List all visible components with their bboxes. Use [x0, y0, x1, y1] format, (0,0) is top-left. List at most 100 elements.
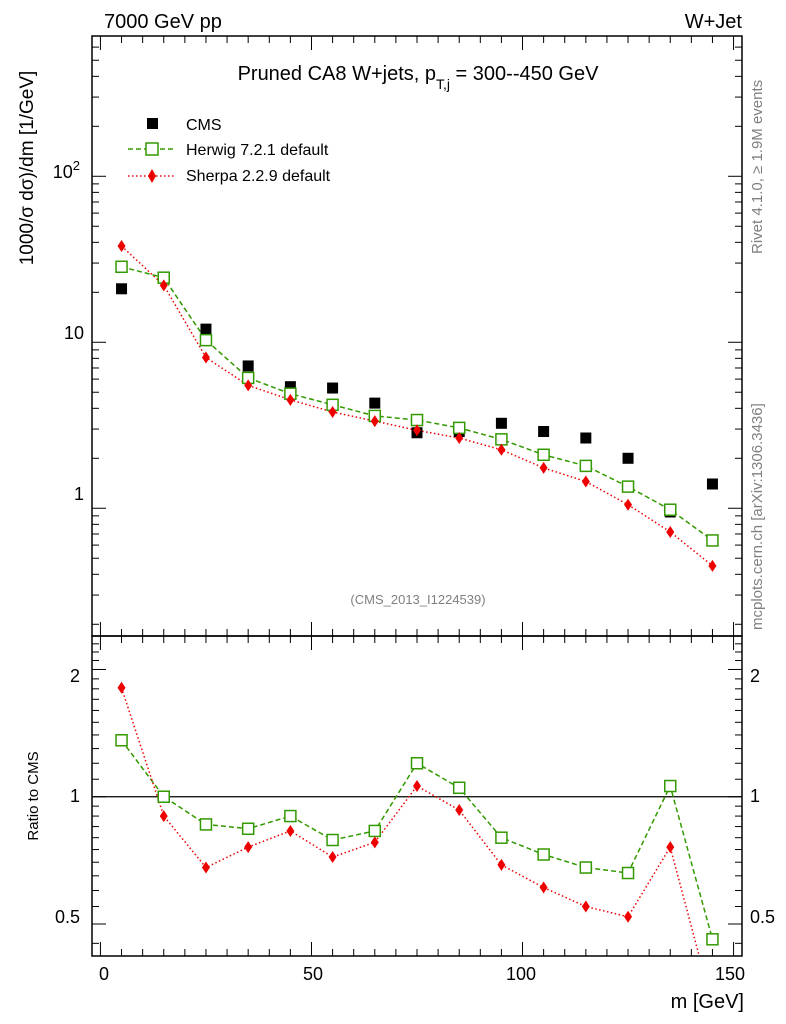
main-ytick-label-1: 1 [74, 484, 84, 504]
sherpa-point [413, 424, 421, 437]
ratio-herwig-point [579, 861, 593, 874]
herwig-point [537, 448, 550, 462]
ratio-line-1 [120, 687, 700, 956]
ratio-sherpa-point [539, 881, 548, 894]
main-title-subscript: T,j [436, 76, 450, 92]
legend-label-cms: CMS [186, 117, 222, 134]
herwig-point [663, 503, 677, 516]
axis-ticks [92, 35, 742, 956]
ratio-herwig-point [663, 779, 677, 793]
cms-point [622, 452, 634, 464]
ratio-sherpa-point [666, 841, 675, 854]
sherpa-point [666, 525, 675, 538]
ratio-herwig-point [706, 933, 719, 946]
ratio-herwig-point [199, 818, 213, 831]
sherpa-point [286, 393, 295, 406]
ratio-herwig-point [495, 831, 508, 844]
ratio-herwig-point [241, 822, 255, 835]
xtick-label-100: 100 [506, 964, 536, 984]
cms-point [242, 360, 254, 372]
ratio-sherpa-point [244, 841, 253, 854]
header-right: W+Jet [685, 11, 743, 33]
main-ytick-label-100: 102 [53, 158, 80, 182]
herwig-point [579, 459, 593, 473]
main-ytick-label-100-exp: 2 [73, 158, 80, 173]
cms-point [284, 381, 296, 393]
cms-point [580, 432, 592, 444]
ratio-sherpa-point [497, 858, 506, 871]
legend-marker-cms [147, 118, 158, 129]
herwig-point [115, 260, 128, 274]
x-axis-label: m [GeV] [671, 991, 744, 1013]
sherpa-point [497, 443, 506, 456]
ratio-sherpa-point [201, 861, 210, 874]
main-ytick-label-10: 10 [64, 323, 84, 343]
ratio-ytick-label-0.5-right: 0.5 [750, 907, 775, 927]
main-title-tail: = 300--450 GeV [450, 63, 599, 85]
legend-label-herwig: Herwig 7.2.1 default [186, 142, 329, 159]
ratio-ytick-label-2-right: 2 [750, 666, 760, 686]
sherpa-point [201, 351, 210, 364]
header-left: 7000 GeV pp [104, 11, 222, 33]
cms-point [327, 382, 339, 394]
sherpa-point [455, 432, 464, 445]
sherpa-point [370, 415, 379, 428]
cms-point [495, 417, 507, 429]
herwig-point [199, 333, 213, 347]
herwig-point [410, 413, 424, 427]
ratio-sherpa-point [159, 810, 168, 823]
ratio-herwig-point [326, 833, 339, 847]
mcplots-label: mcplots.cern.ch [arXiv:1306.3436] [749, 403, 766, 630]
ratio-sherpa-point [370, 836, 379, 849]
main-y-axis-label: 1000/σ dσ)/dm [1/GeV] [17, 71, 38, 266]
sherpa-point [328, 406, 337, 419]
herwig-point [452, 421, 466, 435]
sherpa-point [159, 279, 168, 292]
herwig-point [621, 480, 635, 493]
main-title: Pruned CA8 W+jets, pT,j = 300--450 GeV [238, 63, 600, 92]
cms-point [200, 323, 212, 335]
ratio-ytick-label-2: 2 [70, 666, 80, 686]
xtick-label-150: 150 [715, 964, 745, 984]
cms-point [538, 426, 550, 438]
ratio-herwig-point [621, 866, 635, 880]
ratio-sherpa-point [328, 851, 337, 864]
main-title-text: Pruned CA8 W+jets, p [238, 63, 436, 85]
cms-point [369, 397, 381, 409]
analysis-label: (CMS_2013_I1224539) [350, 592, 485, 607]
ratio-sherpa-point [286, 824, 295, 837]
data-marks [92, 240, 742, 956]
sherpa-point [624, 498, 633, 511]
sherpa-point [244, 379, 253, 392]
main-line-2 [120, 245, 713, 567]
ratio-ytick-label-0.5: 0.5 [55, 907, 80, 927]
ratio-herwig-point [284, 809, 297, 823]
ratio-herwig-point [452, 781, 466, 795]
ratio-sherpa-point [117, 681, 126, 694]
herwig-point [706, 534, 719, 547]
legend-marker-sherpa [148, 169, 156, 183]
main-line-1 [121, 266, 713, 542]
xtick-label-50: 50 [303, 964, 323, 984]
ratio-ytick-label-1: 1 [70, 786, 80, 806]
cms-point [706, 478, 718, 490]
sherpa-point [581, 475, 590, 488]
ratio-herwig-point [537, 848, 550, 861]
ratio-sherpa-point [455, 804, 464, 817]
legend: CMS Herwig 7.2.1 default Sherpa 2.2.9 de… [128, 117, 331, 185]
sherpa-point [708, 559, 717, 572]
cms-point [116, 283, 128, 295]
ratio-ytick-label-1-right: 1 [750, 786, 760, 806]
sherpa-point [539, 461, 548, 474]
ratio-herwig-point [115, 734, 128, 747]
ratio-herwig-point [410, 757, 424, 770]
ratio-y-axis-label: Ratio to CMS [25, 751, 42, 840]
herwig-point [495, 433, 508, 446]
xtick-label-0: 0 [99, 964, 109, 984]
sherpa-point [117, 240, 126, 253]
ratio-sherpa-point [581, 900, 590, 913]
ratio-herwig-point [368, 824, 382, 838]
ratio-line-0 [120, 739, 714, 940]
legend-label-sherpa: Sherpa 2.2.9 default [186, 168, 331, 185]
